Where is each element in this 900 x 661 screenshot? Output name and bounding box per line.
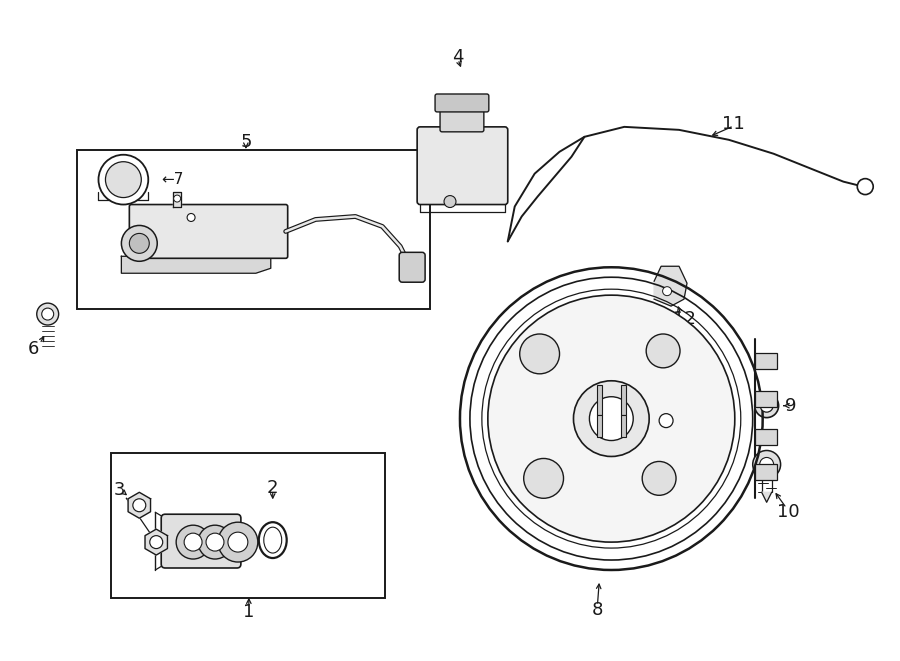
Circle shape <box>646 334 680 368</box>
Circle shape <box>218 522 257 562</box>
Polygon shape <box>173 192 181 206</box>
Circle shape <box>659 414 673 428</box>
Text: 10: 10 <box>778 503 800 522</box>
Circle shape <box>206 533 224 551</box>
Circle shape <box>184 533 202 551</box>
Bar <box>621 385 626 414</box>
Circle shape <box>455 262 768 575</box>
Circle shape <box>488 295 734 542</box>
Bar <box>597 414 602 436</box>
Circle shape <box>105 162 141 198</box>
FancyBboxPatch shape <box>435 94 489 112</box>
Circle shape <box>122 225 158 261</box>
Circle shape <box>524 459 563 498</box>
Polygon shape <box>761 492 771 502</box>
Circle shape <box>198 525 232 559</box>
FancyBboxPatch shape <box>400 253 425 282</box>
FancyBboxPatch shape <box>130 204 288 258</box>
Circle shape <box>643 461 676 495</box>
Circle shape <box>98 155 148 204</box>
Text: 12: 12 <box>672 310 696 328</box>
FancyBboxPatch shape <box>417 127 508 204</box>
Circle shape <box>37 303 58 325</box>
Circle shape <box>590 397 634 440</box>
Bar <box>755 353 777 369</box>
Circle shape <box>228 532 248 552</box>
Circle shape <box>519 334 560 374</box>
Circle shape <box>41 308 54 320</box>
Circle shape <box>755 394 778 418</box>
Bar <box>621 414 626 436</box>
Bar <box>755 428 777 444</box>
Ellipse shape <box>264 527 282 553</box>
Circle shape <box>133 499 146 512</box>
Text: 11: 11 <box>723 115 745 133</box>
Bar <box>755 465 777 481</box>
Circle shape <box>130 233 149 253</box>
Circle shape <box>174 195 181 202</box>
Text: 9: 9 <box>785 397 796 414</box>
Text: 3: 3 <box>113 481 125 499</box>
Ellipse shape <box>259 522 287 558</box>
Polygon shape <box>654 266 687 306</box>
Text: 6: 6 <box>28 340 40 358</box>
Text: 2: 2 <box>267 479 278 497</box>
Polygon shape <box>128 492 150 518</box>
Text: 1: 1 <box>243 603 255 621</box>
Circle shape <box>662 287 671 295</box>
Circle shape <box>149 535 163 549</box>
Text: 8: 8 <box>591 601 603 619</box>
Circle shape <box>573 381 649 457</box>
Polygon shape <box>122 256 271 273</box>
Circle shape <box>176 525 210 559</box>
FancyBboxPatch shape <box>440 108 484 132</box>
Bar <box>76 150 430 309</box>
Polygon shape <box>145 529 167 555</box>
Bar <box>112 453 385 598</box>
Text: ←7: ←7 <box>161 172 184 187</box>
Circle shape <box>760 457 774 471</box>
Text: 5: 5 <box>240 133 252 151</box>
Bar <box>597 385 602 414</box>
Circle shape <box>760 399 773 412</box>
Circle shape <box>752 451 780 479</box>
Bar <box>755 391 777 407</box>
Circle shape <box>858 178 873 194</box>
Text: 4: 4 <box>452 48 464 66</box>
Circle shape <box>187 214 195 221</box>
Circle shape <box>444 196 456 208</box>
FancyBboxPatch shape <box>161 514 241 568</box>
